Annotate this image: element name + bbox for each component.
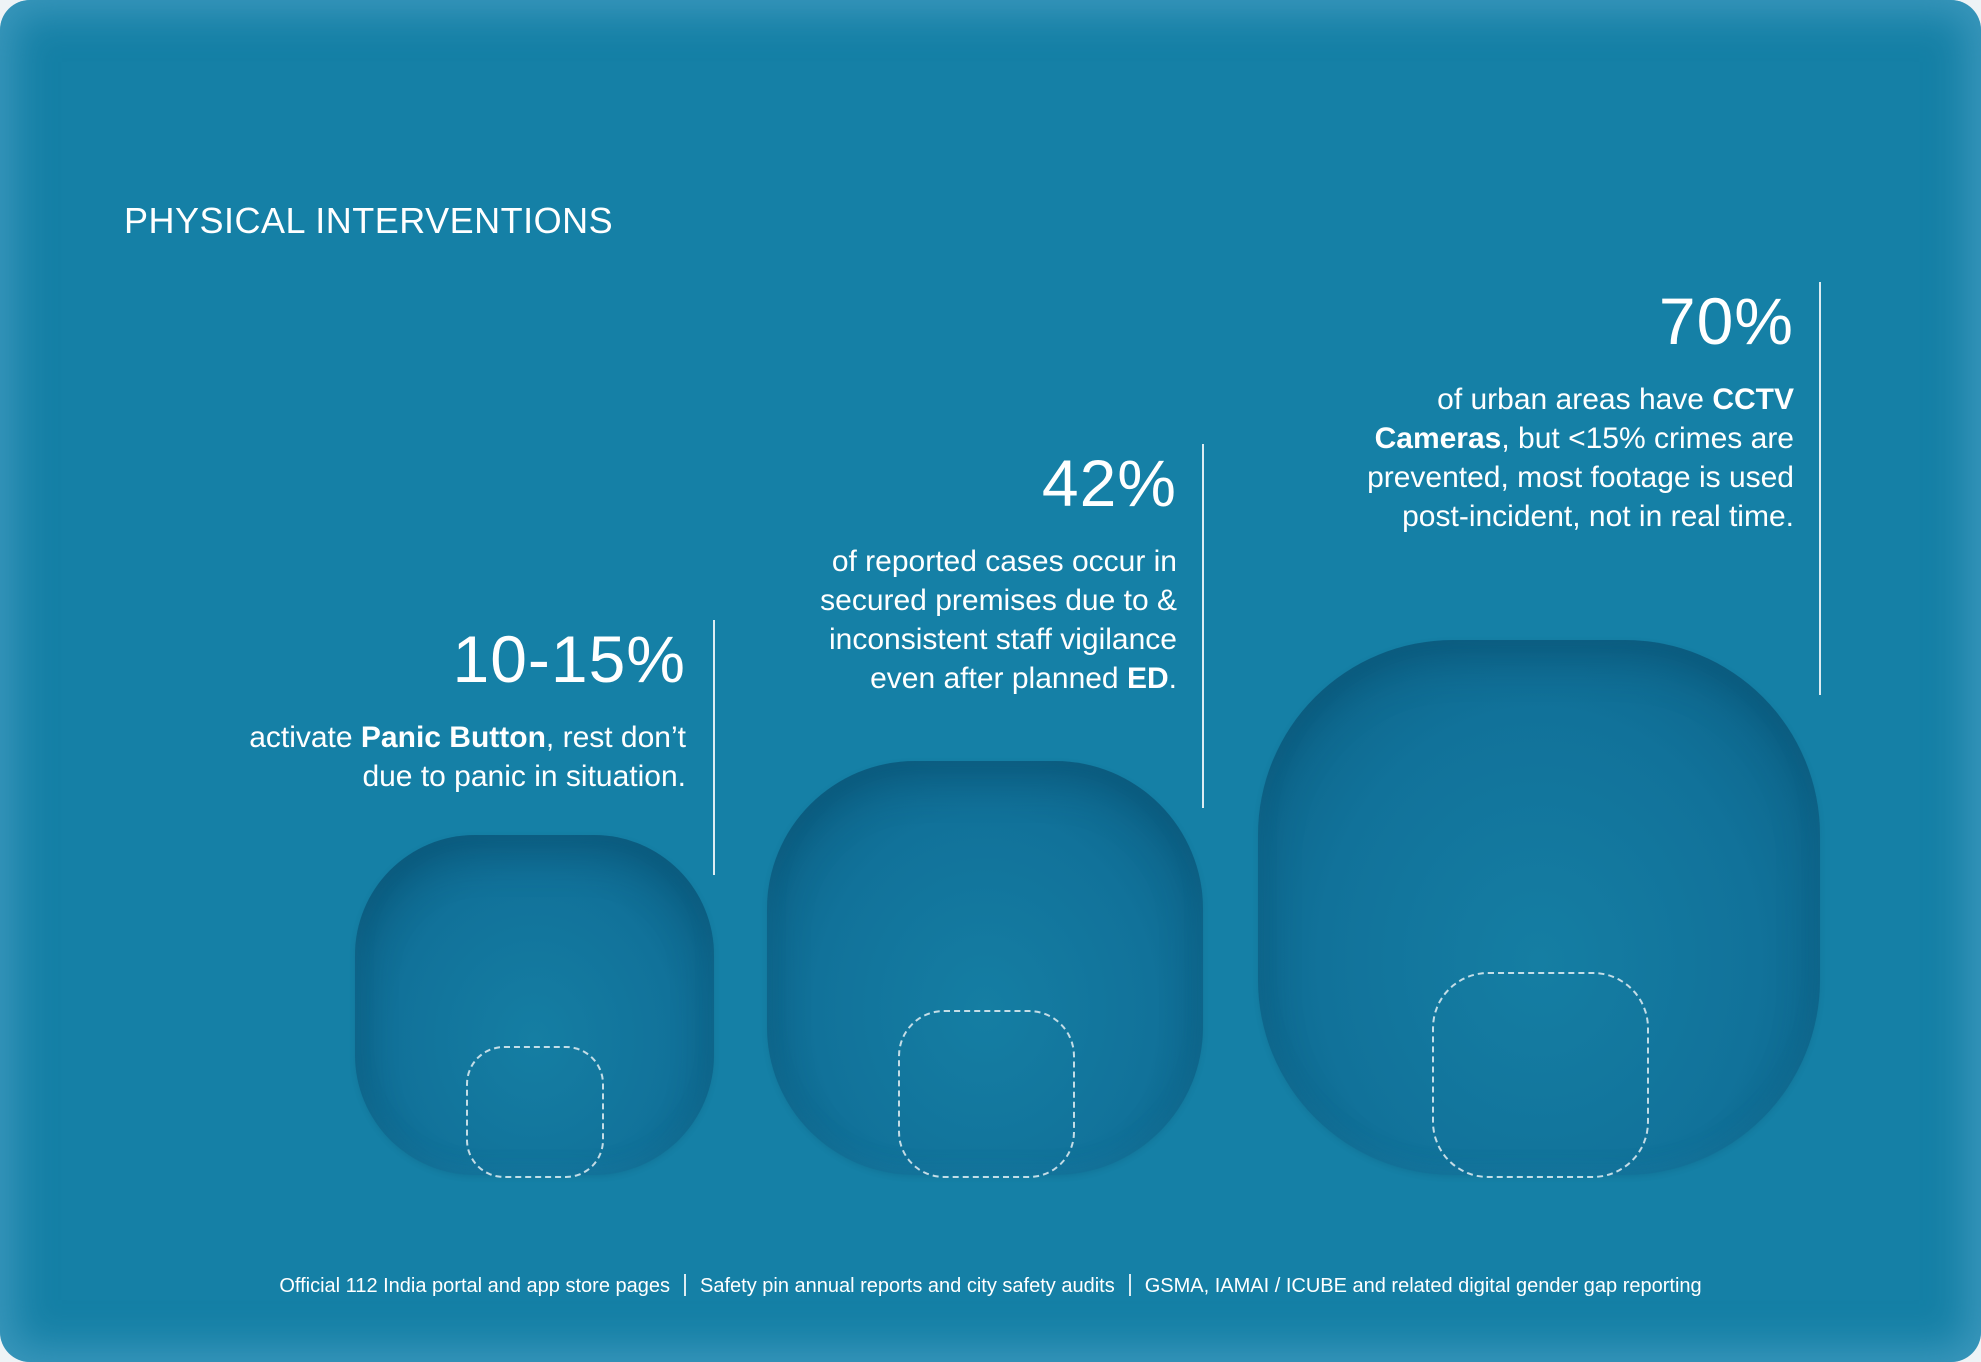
stat-value: 42% bbox=[1041, 446, 1177, 520]
stat-panic-button: 10-15% activate Panic Button, rest don’t… bbox=[166, 622, 686, 796]
medium-blob-shape bbox=[767, 761, 1203, 1175]
stat-description: of reported cases occur in secured premi… bbox=[820, 545, 1177, 695]
source-item: Safety pin annual reports and city safet… bbox=[700, 1275, 1115, 1297]
source-separator bbox=[1128, 1274, 1131, 1296]
stat-description: activate Panic Button, rest don’t due to… bbox=[249, 721, 686, 793]
stat-value: 70% bbox=[1658, 284, 1794, 358]
page-title: PHYSICAL INTERVENTIONS bbox=[124, 200, 614, 241]
source-citations: Official 112 India portal and app store … bbox=[0, 1274, 1981, 1298]
small-blob-shape bbox=[355, 835, 714, 1175]
stat-description: of urban areas have CCTV Cameras, but <1… bbox=[1367, 383, 1794, 533]
divider-line bbox=[1819, 282, 1821, 695]
large-blob-shape bbox=[1258, 640, 1820, 1175]
divider-line bbox=[1202, 444, 1204, 808]
stat-value: 10-15% bbox=[452, 622, 686, 696]
dashed-inner-square bbox=[898, 1010, 1075, 1178]
stat-cctv-cameras: 70% of urban areas have CCTV Cameras, bu… bbox=[1234, 284, 1794, 536]
source-item: GSMA, IAMAI / ICUBE and related digital … bbox=[1144, 1275, 1702, 1297]
stat-secured-premises: 42% of reported cases occur in secured p… bbox=[677, 446, 1177, 698]
source-separator bbox=[684, 1274, 686, 1296]
dashed-inner-square bbox=[1432, 972, 1649, 1178]
dashed-inner-square bbox=[466, 1046, 604, 1178]
divider-line bbox=[713, 620, 715, 875]
source-item: Official 112 India portal and app store … bbox=[279, 1275, 670, 1297]
